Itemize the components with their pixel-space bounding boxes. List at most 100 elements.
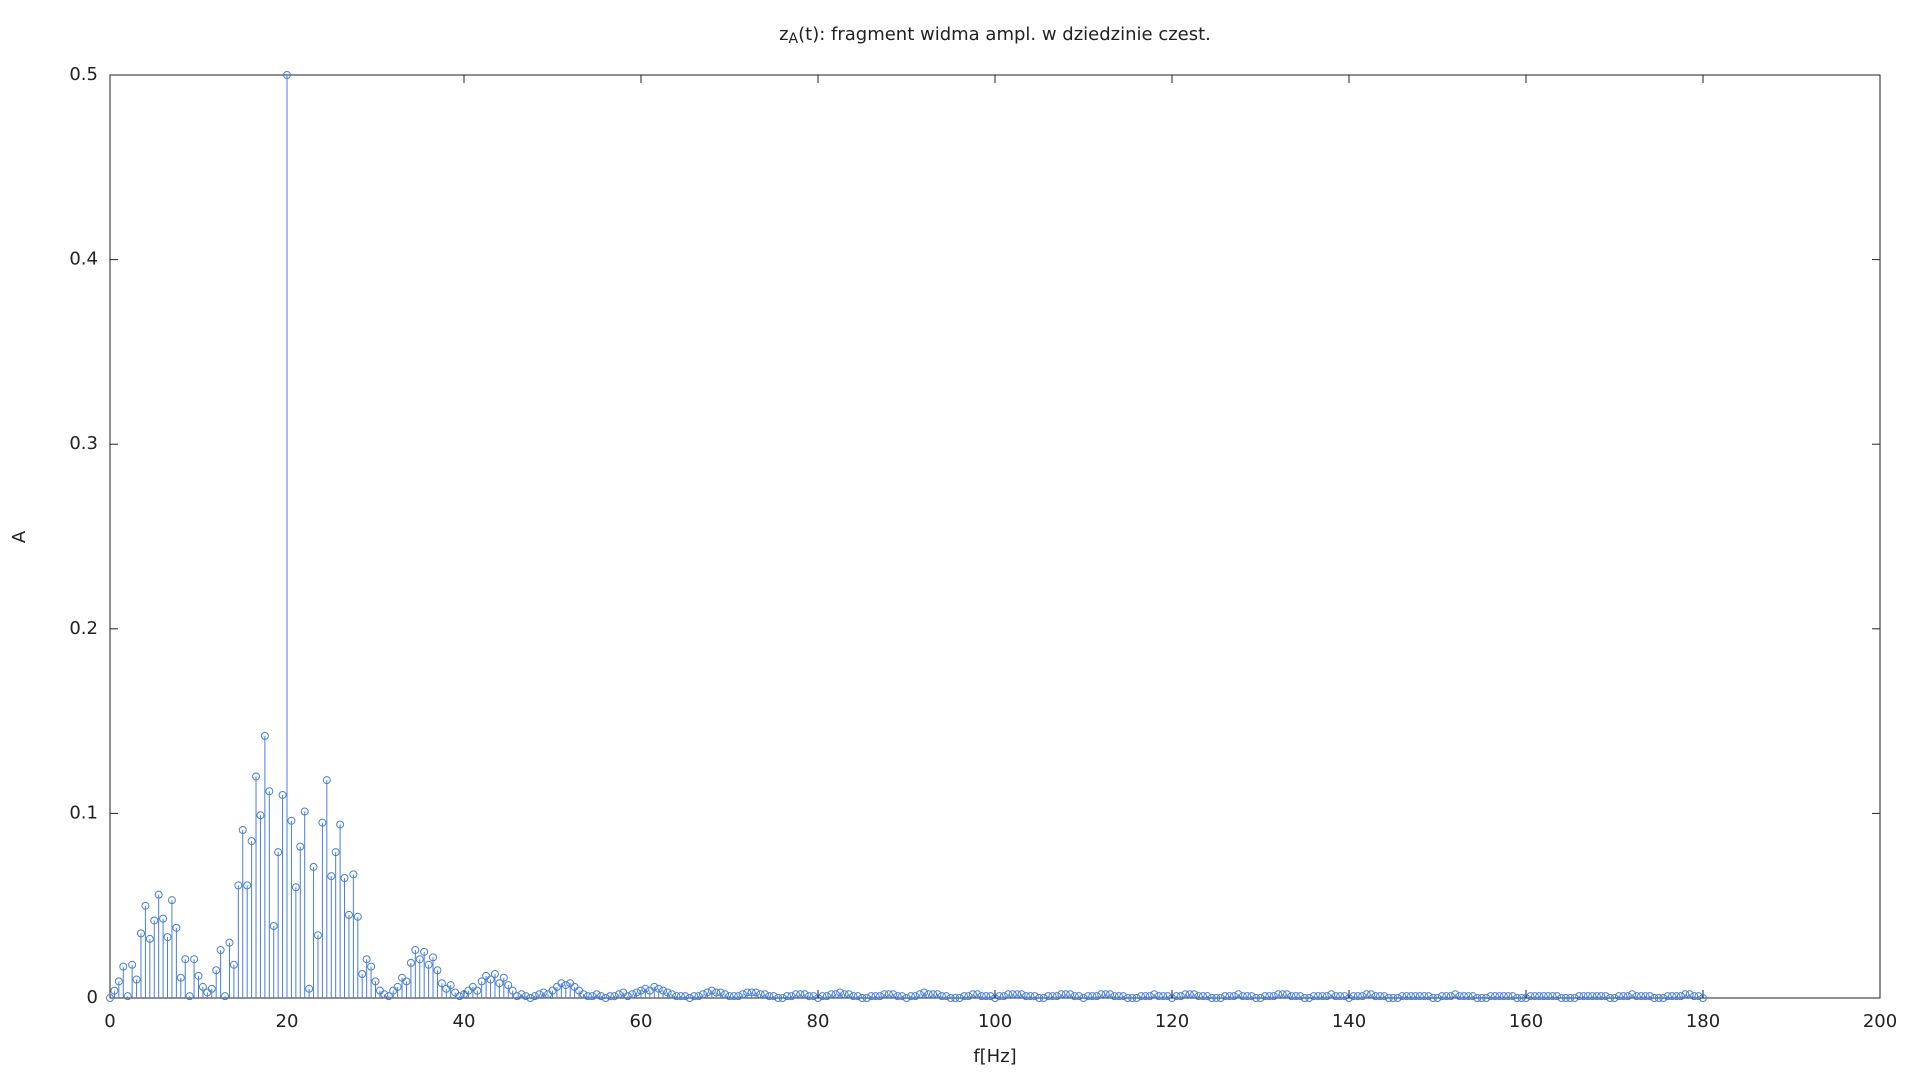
stem-marker <box>1141 992 1150 1001</box>
stem-marker <box>1181 990 1190 999</box>
x-tick-label: 140 <box>1332 1011 1366 1032</box>
stem-marker <box>1150 990 1159 999</box>
stem-marker <box>402 977 411 986</box>
stem-marker <box>1694 992 1703 1001</box>
stem-marker <box>1198 992 1207 1001</box>
stem-marker <box>760 990 769 999</box>
stem-marker <box>336 820 345 829</box>
title-subscript: A <box>789 31 799 47</box>
stem-marker <box>1406 992 1415 1001</box>
stem-marker <box>521 992 530 1001</box>
stem-marker <box>1057 990 1066 999</box>
stem-marker <box>977 992 986 1001</box>
stem-marker <box>1614 992 1623 1001</box>
stem-marker <box>884 990 893 999</box>
stem-marker <box>667 990 676 999</box>
stem-marker <box>672 992 681 1001</box>
stem-marker <box>867 992 876 1001</box>
x-tick-label: 40 <box>453 1011 476 1032</box>
stem-marker <box>1681 990 1690 999</box>
stem-marker <box>579 990 588 999</box>
stem-marker <box>1021 992 1030 1001</box>
stem-marker <box>1353 992 1362 1001</box>
stem-marker <box>256 811 265 820</box>
stem-marker <box>265 787 274 796</box>
stem-marker <box>1185 990 1194 999</box>
x-axis-label: f[Hz] <box>973 1046 1016 1067</box>
stem-marker <box>1508 992 1517 1001</box>
stem-marker <box>411 946 420 955</box>
stem-marker <box>1437 992 1446 1001</box>
stem-marker <box>1252 994 1261 1002</box>
x-tick-label: 80 <box>807 1011 830 1032</box>
stem-marker <box>221 992 230 1001</box>
stem-marker <box>260 731 269 740</box>
stem-marker <box>1123 994 1132 1002</box>
stem-marker <box>814 994 822 1002</box>
stem-marker <box>1260 992 1269 1001</box>
stem-marker <box>1460 992 1469 1001</box>
stem-marker <box>747 988 756 997</box>
stem-marker <box>1017 990 1026 999</box>
stem-marker <box>561 981 570 990</box>
stem-marker <box>362 955 371 964</box>
stem-marker <box>1663 992 1672 1001</box>
stem-marker <box>738 990 747 999</box>
stem-marker <box>1446 992 1455 1001</box>
stem-marker <box>477 977 486 986</box>
stem-marker <box>1676 992 1685 1001</box>
stem-marker <box>437 979 446 988</box>
stem-marker <box>707 986 716 995</box>
x-tick-label: 60 <box>630 1011 653 1032</box>
stem-marker <box>1539 992 1548 1001</box>
stem-marker <box>632 988 641 997</box>
stem-marker <box>716 988 725 997</box>
stem-marker <box>614 990 623 999</box>
stem-marker <box>690 992 699 1001</box>
stem-marker <box>1420 992 1429 1001</box>
stem-marker <box>840 990 849 999</box>
stem-marker <box>800 990 809 999</box>
stem-marker <box>331 848 340 857</box>
stem-marker <box>539 988 548 997</box>
stem-marker <box>1402 992 1411 1001</box>
stem-marker <box>796 990 805 999</box>
stem-marker <box>1283 990 1292 999</box>
stem-marker <box>327 872 336 881</box>
stem-marker <box>588 992 597 1001</box>
stem-marker <box>1623 992 1632 1001</box>
stem-marker <box>172 923 181 932</box>
stem-marker <box>114 977 123 986</box>
y-tick-label: 0.4 <box>69 249 98 270</box>
stem-marker <box>827 990 836 999</box>
stem-marker <box>1274 990 1283 999</box>
stem-marker <box>1566 994 1575 1002</box>
stem-marker <box>1442 992 1451 1001</box>
stem-marker <box>831 990 840 999</box>
stem-marker <box>1269 992 1278 1001</box>
stem-marker <box>283 71 291 79</box>
stem-marker <box>844 990 853 999</box>
stem-marker <box>778 994 787 1002</box>
stem-marker <box>1345 994 1353 1002</box>
stem-marker <box>1482 994 1491 1002</box>
stem-marker <box>1243 992 1252 1001</box>
x-tick-label: 160 <box>1509 1011 1543 1032</box>
stem-marker <box>703 988 712 997</box>
stem-marker <box>499 973 508 982</box>
stem-marker <box>1579 992 1588 1001</box>
stem-marker <box>898 992 907 1001</box>
stem-marker <box>902 994 911 1002</box>
stem-marker <box>1221 992 1230 1001</box>
chart-title: zA(t): fragment widma ampl. w dziedzinie… <box>779 24 1211 47</box>
stem-marker <box>167 896 176 905</box>
stem-marker <box>305 984 314 993</box>
stem-marker <box>309 862 318 871</box>
stem-marker <box>247 837 256 846</box>
stem-marker <box>291 883 300 892</box>
stem-marker <box>1145 992 1154 1001</box>
stem-marker <box>207 984 216 993</box>
stem-marker <box>1499 992 1508 1001</box>
stem-marker <box>1238 992 1247 1001</box>
stem-marker <box>681 992 690 1001</box>
